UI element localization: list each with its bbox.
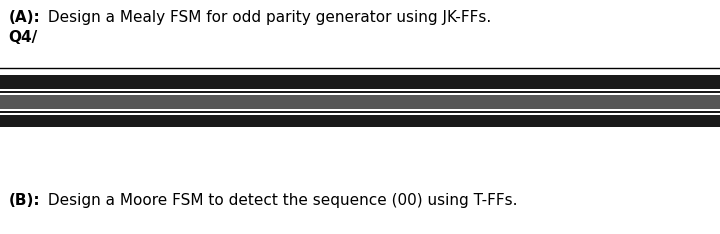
Text: Design a Mealy FSM for odd parity generator using JK-FFs.: Design a Mealy FSM for odd parity genera… (43, 10, 492, 25)
Bar (0, 75, 720, 89)
Text: (A):: (A): (9, 10, 40, 25)
Bar (0, 113, 720, 115)
Bar (0, 111, 720, 113)
Text: Q4/: Q4/ (9, 30, 38, 45)
Bar (0, 89, 720, 91)
Bar (0, 91, 720, 93)
Bar (0, 95, 720, 109)
Bar (0, 93, 720, 95)
Text: Design a Moore FSM to detect the sequence (00) using T-FFs.: Design a Moore FSM to detect the sequenc… (43, 193, 518, 208)
Bar (0, 109, 720, 111)
Bar (0, 115, 720, 127)
Text: (B):: (B): (9, 193, 40, 208)
